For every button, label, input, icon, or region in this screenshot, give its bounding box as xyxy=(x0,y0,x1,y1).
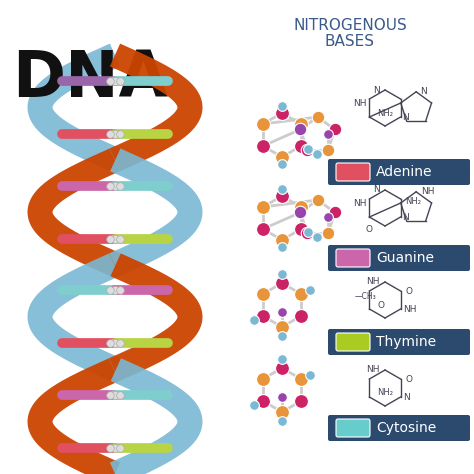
Text: N: N xyxy=(403,392,410,401)
Text: O: O xyxy=(406,286,412,295)
Text: NH: NH xyxy=(353,199,366,208)
Text: Guanine: Guanine xyxy=(376,251,434,265)
Text: NH₂: NH₂ xyxy=(377,388,393,397)
Text: Adenine: Adenine xyxy=(376,165,432,179)
Text: O: O xyxy=(377,301,384,310)
Text: NH: NH xyxy=(366,365,380,374)
Text: BASES: BASES xyxy=(325,34,375,49)
Text: NH: NH xyxy=(403,304,417,313)
FancyBboxPatch shape xyxy=(328,159,470,185)
Text: NH: NH xyxy=(353,99,366,108)
Text: N: N xyxy=(373,85,380,94)
Text: N: N xyxy=(402,212,410,221)
Text: Thymine: Thymine xyxy=(376,335,436,349)
Text: DNA: DNA xyxy=(12,48,168,110)
FancyBboxPatch shape xyxy=(336,333,370,351)
Text: NH: NH xyxy=(421,187,435,196)
Text: N: N xyxy=(373,185,380,194)
FancyBboxPatch shape xyxy=(336,249,370,267)
FancyBboxPatch shape xyxy=(328,329,470,355)
FancyBboxPatch shape xyxy=(336,163,370,181)
Text: N: N xyxy=(420,87,427,96)
FancyBboxPatch shape xyxy=(328,415,470,441)
Text: NH₂: NH₂ xyxy=(406,198,421,207)
Text: O: O xyxy=(366,225,373,234)
FancyBboxPatch shape xyxy=(328,245,470,271)
Text: NITROGENOUS: NITROGENOUS xyxy=(293,18,407,33)
Text: —CH₃: —CH₃ xyxy=(355,292,376,301)
FancyBboxPatch shape xyxy=(336,419,370,437)
Text: Cytosine: Cytosine xyxy=(376,421,436,435)
Text: NH: NH xyxy=(366,277,380,286)
Text: O: O xyxy=(406,374,412,383)
Text: N: N xyxy=(402,112,410,121)
Text: NH₂: NH₂ xyxy=(377,109,393,118)
